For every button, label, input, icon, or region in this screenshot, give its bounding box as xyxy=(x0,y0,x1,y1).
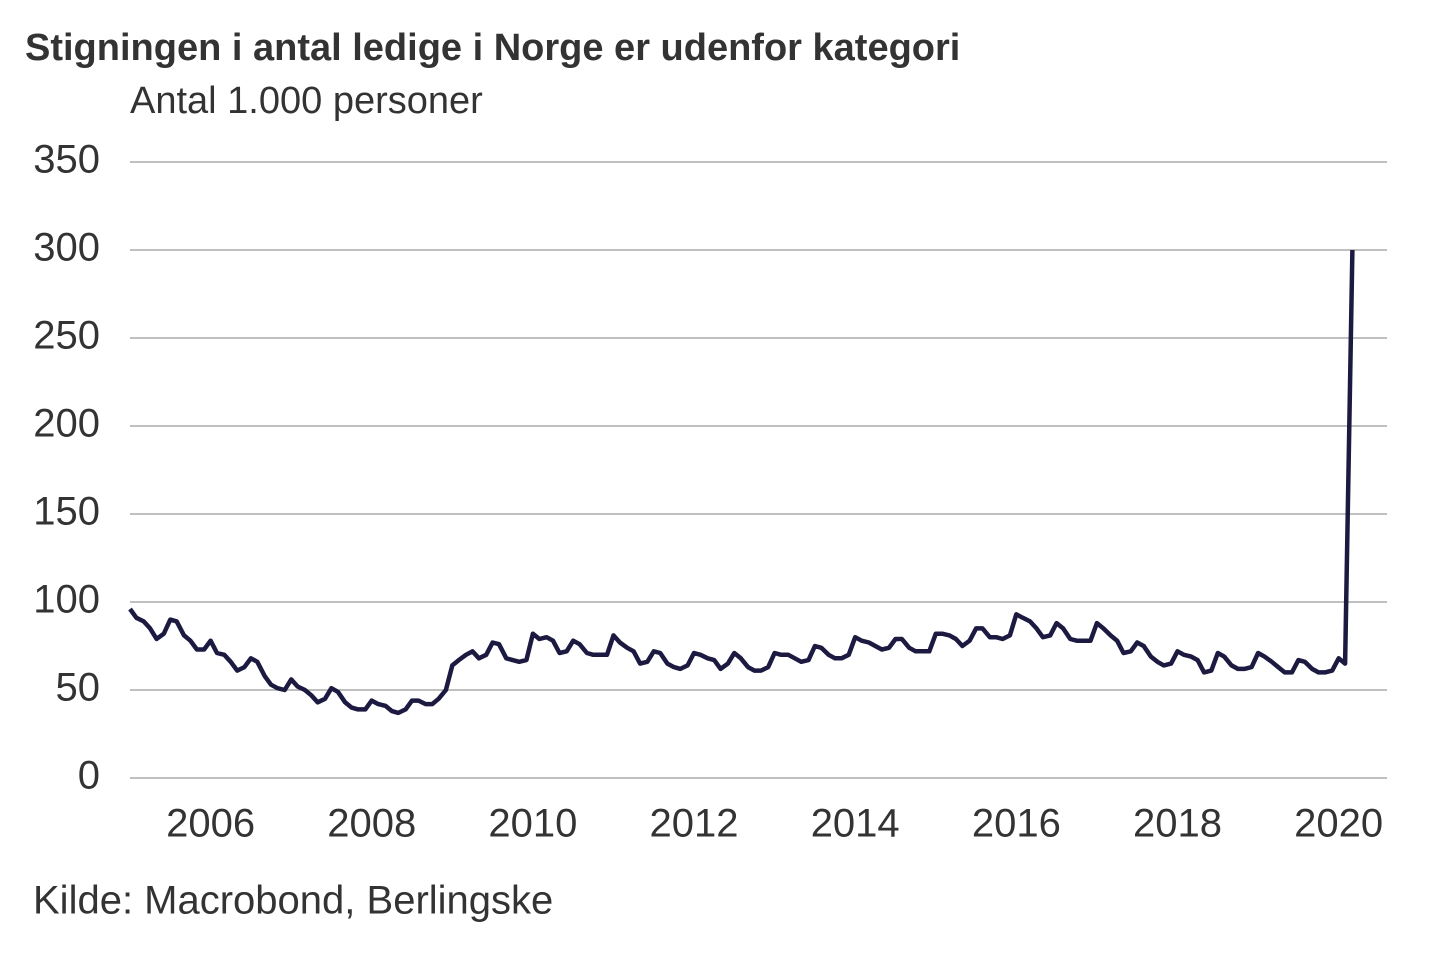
x-tick-label: 2018 xyxy=(1133,802,1222,846)
chart-title: Stigningen i antal ledige i Norge er ude… xyxy=(25,27,960,69)
data-line xyxy=(128,249,1355,716)
y-tick-label: 250 xyxy=(33,314,100,358)
y-tick-label: 50 xyxy=(56,666,101,710)
source: Kilde: Macrobond, Berlingske xyxy=(33,879,553,923)
x-tick-label: 2014 xyxy=(811,802,900,846)
x-tick-label: 2006 xyxy=(166,802,255,846)
y-tick-label: 200 xyxy=(33,402,100,446)
x-tick-label: 2008 xyxy=(327,802,416,846)
y-tick-label: 100 xyxy=(33,578,100,622)
x-tick-label: 2020 xyxy=(1294,802,1383,846)
x-tick-label: 2010 xyxy=(488,802,577,846)
x-tick-label: 2012 xyxy=(650,802,739,846)
chart-subtitle: Antal 1.000 personer xyxy=(130,80,483,122)
y-tick-label: 300 xyxy=(33,226,100,270)
x-tick-label: 2016 xyxy=(972,802,1061,846)
y-tick-label: 150 xyxy=(33,490,100,534)
y-tick-label: 350 xyxy=(33,138,100,182)
y-tick-label: 0 xyxy=(78,754,100,798)
